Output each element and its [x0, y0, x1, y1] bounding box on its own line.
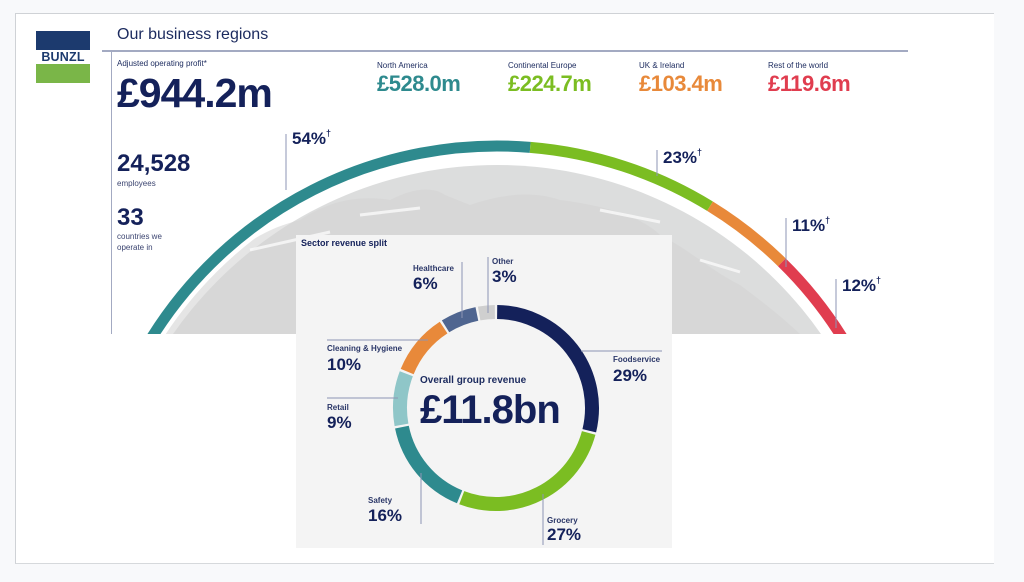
countries-label-2: operate in	[117, 243, 153, 252]
title-divider	[102, 50, 908, 52]
sector-grocery-pct: 27%	[547, 525, 582, 544]
sector-other-label: Other	[492, 257, 514, 266]
sector-grocery-label: Grocery	[547, 516, 578, 525]
region-eu-share: 23%†	[663, 147, 703, 167]
countries-value: 33	[117, 204, 144, 231]
employees-value: 24,528	[117, 150, 191, 177]
sector-title: Sector revenue split	[301, 238, 388, 248]
logo-green-block	[36, 64, 90, 83]
region-na-label: North America	[377, 61, 428, 70]
left-divider	[111, 50, 112, 334]
bunzl-logo: BUNZL	[36, 31, 90, 83]
page-title: Our business regions	[117, 26, 269, 43]
employees-label: employees	[117, 179, 156, 188]
region-eu-label: Continental Europe	[508, 61, 577, 70]
logo-navy-block	[36, 31, 90, 50]
donut-segment-other	[477, 305, 496, 321]
sector-retail-pct: 9%	[327, 413, 352, 432]
sector-other-pct: 3%	[492, 267, 517, 286]
donut-segment-healthcare	[441, 307, 479, 333]
countries-label-1: countries we	[117, 232, 162, 241]
sector-healthcare-label: Healthcare	[413, 264, 454, 273]
donut-segment-grocery	[459, 431, 596, 511]
profit-value: £944.2m	[117, 70, 273, 116]
revenue-label: Overall group revenue	[420, 375, 527, 386]
sector-cleaning-pct: 10%	[327, 355, 362, 374]
region-uk-value: £103.4m	[639, 71, 723, 96]
region-uk-share: 11%†	[792, 215, 831, 235]
donut-segment-retail	[393, 371, 413, 427]
region-rw-label: Rest of the world	[768, 61, 829, 70]
sector-safety-label: Safety	[368, 496, 393, 505]
region-rw-share: 12%†	[842, 275, 882, 295]
region-na-share: 54%†	[292, 128, 332, 148]
region-rw-value: £119.6m	[768, 71, 851, 96]
logo-text: BUNZL	[36, 50, 90, 64]
profit-label: Adjusted operating profit*	[117, 59, 207, 68]
region-uk-label: UK & Ireland	[639, 61, 685, 70]
sector-healthcare-pct: 6%	[413, 274, 438, 293]
region-na-value: £528.0m	[377, 71, 461, 96]
sector-panel	[296, 235, 672, 548]
donut-segment-safety	[395, 425, 463, 504]
region-eu-value: £224.7m	[508, 71, 592, 96]
donut-segment-foodservice	[496, 305, 599, 433]
sector-foodservice-label: Foodservice	[613, 355, 661, 364]
sector-retail-label: Retail	[327, 403, 349, 412]
donut-segment-cleaning-hygiene	[400, 321, 448, 375]
sector-cleaning-label: Cleaning & Hygiene	[327, 344, 403, 353]
revenue-value: £11.8bn	[420, 388, 561, 432]
sector-foodservice-pct: 29%	[613, 366, 648, 385]
sector-safety-pct: 16%	[368, 506, 403, 525]
